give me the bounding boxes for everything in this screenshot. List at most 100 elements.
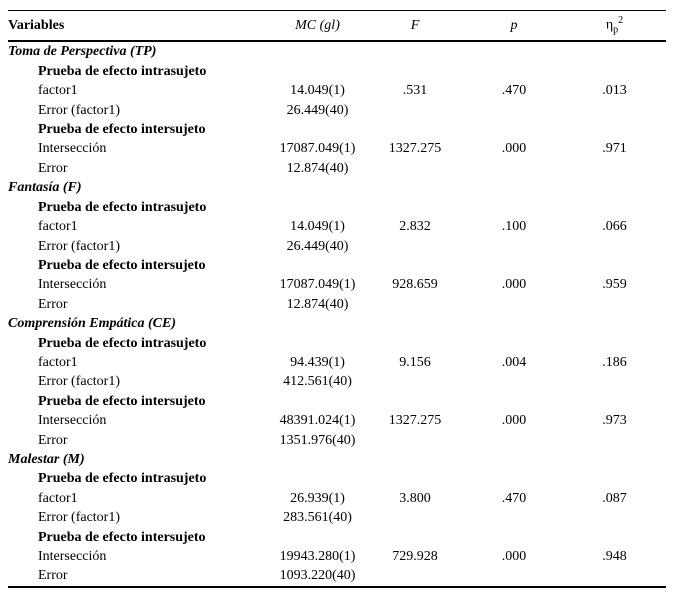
mc-gl-value: 26.449(40): [286, 102, 349, 118]
test-subheader: Prueba de efecto intersujeto: [38, 529, 206, 545]
row-label: factor1: [38, 490, 78, 506]
table-row: factor1 26.939(1) 3.800 .470 .087: [8, 489, 666, 508]
f-value: [365, 372, 465, 391]
row-label: Error: [38, 432, 68, 448]
section-title-row: Malestar (M): [8, 450, 666, 469]
table-row: Error 1351.976(40): [8, 431, 666, 450]
test-subheader: Prueba de efecto intrasujeto: [38, 335, 207, 351]
mc-gl-value: 12.874(40): [286, 160, 349, 176]
mc-gl-value: 17087.049(1): [279, 141, 356, 157]
row-label: factor1: [38, 83, 78, 99]
eta-sq-value: .066: [602, 219, 627, 235]
table-row: Intersección 48391.024(1) 1327.275 .000 …: [8, 411, 666, 430]
p-value: .000: [501, 413, 527, 429]
table-row: Error 1093.220(40): [8, 566, 666, 586]
section-title: Fantasía (F): [8, 180, 82, 196]
row-label: Intersección: [38, 549, 107, 565]
subheader-row: Prueba de efecto intersujeto: [8, 256, 666, 275]
subheader-row: Prueba de efecto intersujeto: [8, 120, 666, 139]
eta-sq-value: [563, 566, 666, 586]
subheader-row: Prueba de efecto intersujeto: [8, 528, 666, 547]
column-header-p: p: [465, 10, 563, 43]
row-label: factor1: [38, 219, 78, 235]
mc-gl-value: 19943.280(1): [279, 549, 356, 565]
eta-sq-value: .948: [602, 549, 627, 565]
section-title: Toma de Perspectiva (TP): [8, 44, 157, 60]
eta-sq-value: [563, 431, 666, 450]
eta-sq-value: [563, 159, 666, 178]
p-value: [465, 101, 563, 120]
f-value: [365, 566, 465, 586]
subheader-row: Prueba de efecto intrasujeto: [8, 469, 666, 488]
mc-gl-value: 26.449(40): [286, 238, 349, 254]
section-title-row: Comprensión Empática (CE): [8, 314, 666, 333]
row-label: Error (factor1): [38, 238, 121, 254]
mc-gl-value: 412.561(40): [283, 374, 352, 390]
p-value: .000: [501, 141, 527, 157]
p-value: .470: [501, 490, 527, 506]
f-value: 2.832: [399, 219, 431, 235]
eta-sq-value: .186: [602, 354, 627, 370]
table-row: Error (factor1) 412.561(40): [8, 372, 666, 391]
test-subheader: Prueba de efecto intrasujeto: [38, 199, 207, 215]
eta-sq-value: .013: [602, 83, 627, 99]
table-row: Error (factor1) 26.449(40): [8, 101, 666, 120]
subheader-row: Prueba de efecto intrasujeto: [8, 334, 666, 353]
eta-sq-value: [563, 295, 666, 314]
table-row: Error 12.874(40): [8, 159, 666, 178]
eta-sq-value: .087: [602, 490, 627, 506]
f-value: 729.928: [392, 549, 438, 565]
p-value: .000: [501, 277, 527, 293]
anova-results-table: Variables MC (gl) F p ηp2 Toma de Perspe…: [8, 10, 666, 588]
table-row: Intersección 17087.049(1) 1327.275 .000 …: [8, 139, 666, 158]
mc-gl-value: 1351.976(40): [279, 432, 356, 448]
test-subheader: Prueba de efecto intrasujeto: [38, 63, 207, 79]
table-row: Error 12.874(40): [8, 295, 666, 314]
table-row: Error (factor1) 26.449(40): [8, 237, 666, 256]
section-title-row: Toma de Perspectiva (TP): [8, 41, 666, 61]
mc-gl-value: 12.874(40): [286, 296, 349, 312]
column-header-eta-squared: ηp2: [563, 10, 666, 43]
p-value: [465, 431, 563, 450]
p-value: [465, 372, 563, 391]
eta-sq-value: [563, 508, 666, 527]
p-value: [465, 508, 563, 527]
row-label: factor1: [38, 354, 78, 370]
section-title: Comprensión Empática (CE): [8, 316, 177, 332]
p-value: [465, 237, 563, 256]
table-row: factor1 14.049(1) 2.832 .100 .066: [8, 217, 666, 236]
table-row: Error (factor1) 283.561(40): [8, 508, 666, 527]
f-value: [365, 431, 465, 450]
f-value: [365, 101, 465, 120]
table-row: factor1 14.049(1) .531 .470 .013: [8, 81, 666, 100]
mc-gl-value: 48391.024(1): [279, 413, 356, 429]
f-value: 3.800: [399, 490, 431, 506]
f-value: [365, 295, 465, 314]
eta-symbol: η: [605, 17, 614, 33]
column-header-f: F: [365, 10, 465, 43]
subheader-row: Prueba de efecto intrasujeto: [8, 198, 666, 217]
eta-sq-value: [563, 101, 666, 120]
test-subheader: Prueba de efecto intrasujeto: [38, 471, 207, 487]
eta-sq-value: [563, 372, 666, 391]
mc-gl-value: 17087.049(1): [279, 277, 356, 293]
row-label: Error (factor1): [38, 102, 121, 118]
p-value: [465, 159, 563, 178]
f-value: [365, 159, 465, 178]
row-label: Error (factor1): [38, 374, 121, 390]
f-value: 1327.275: [388, 141, 442, 157]
f-value: 9.156: [399, 354, 431, 370]
test-subheader: Prueba de efecto intersujeto: [38, 257, 206, 273]
p-value: .004: [501, 354, 527, 370]
f-value: [365, 237, 465, 256]
mc-gl-value: 14.049(1): [290, 83, 345, 99]
row-label: Error (factor1): [38, 510, 121, 526]
column-header-mc-gl: MC (gl): [270, 10, 365, 43]
row-label: Error: [38, 160, 68, 176]
column-header-variables: Variables: [8, 10, 270, 43]
table-row: Intersección 19943.280(1) 729.928 .000 .…: [8, 547, 666, 566]
eta-sq-value: [563, 237, 666, 256]
row-label: Intersección: [38, 277, 107, 293]
table-row: factor1 94.439(1) 9.156 .004 .186: [8, 353, 666, 372]
p-value: [465, 295, 563, 314]
